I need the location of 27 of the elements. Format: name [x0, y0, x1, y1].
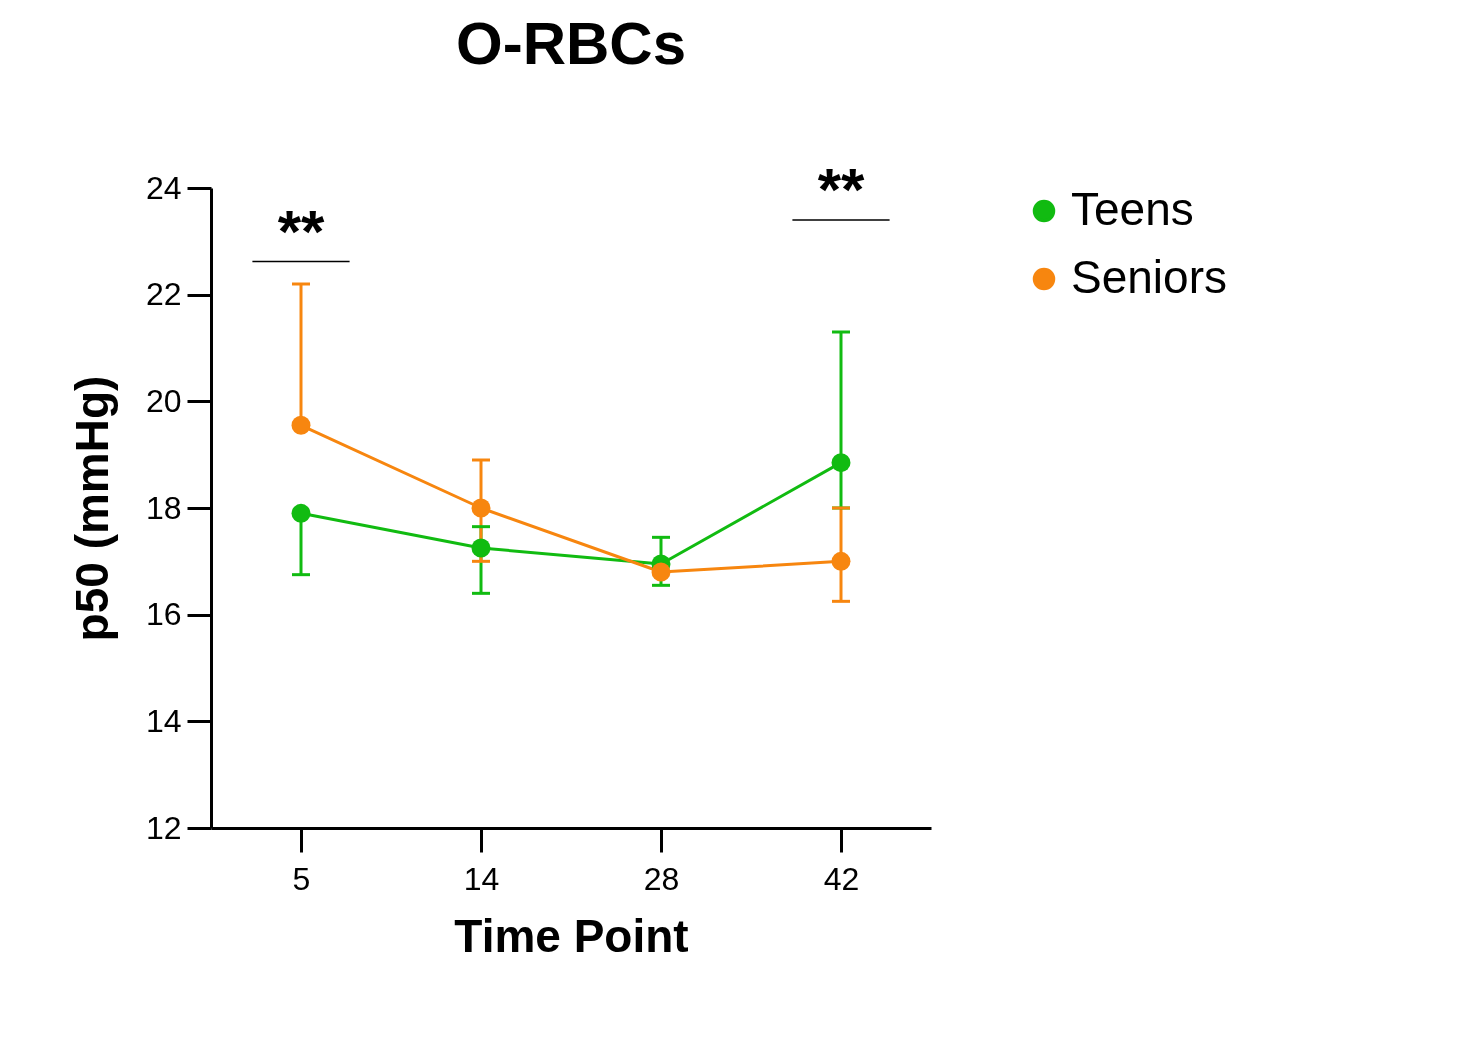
significance-bracket: **: [791, 156, 891, 223]
legend-label: Seniors: [1071, 251, 1227, 303]
y-tick-label: 14: [145, 702, 182, 739]
x-tick-label: 5: [292, 860, 311, 897]
y-tick-label: 18: [145, 489, 182, 526]
x-axis-title: Time Point: [454, 909, 689, 962]
x-tick-label: 28: [643, 860, 680, 897]
y-tick-label: 24: [145, 169, 182, 206]
point: [291, 503, 311, 523]
x-tick-label: 14: [463, 860, 500, 897]
y-tick-label: 16: [145, 596, 182, 633]
point: [831, 453, 851, 473]
significance-bracket: **: [251, 197, 351, 265]
y-tick-label: 22: [145, 276, 182, 313]
point: [471, 498, 491, 518]
y-tick-label: 20: [145, 382, 182, 419]
chart-title: O-RBCs: [455, 10, 687, 77]
point: [291, 415, 311, 435]
y-tick-label: 12: [145, 809, 182, 846]
point: [831, 551, 851, 571]
point: [471, 538, 491, 558]
y-axis-title: p50 (mmHg): [65, 375, 118, 642]
point: [651, 562, 671, 582]
annotation: **: [817, 156, 865, 223]
x-tick-label: 42: [823, 860, 860, 897]
legend-label: Teens: [1071, 183, 1194, 235]
annotation: **: [277, 197, 325, 265]
